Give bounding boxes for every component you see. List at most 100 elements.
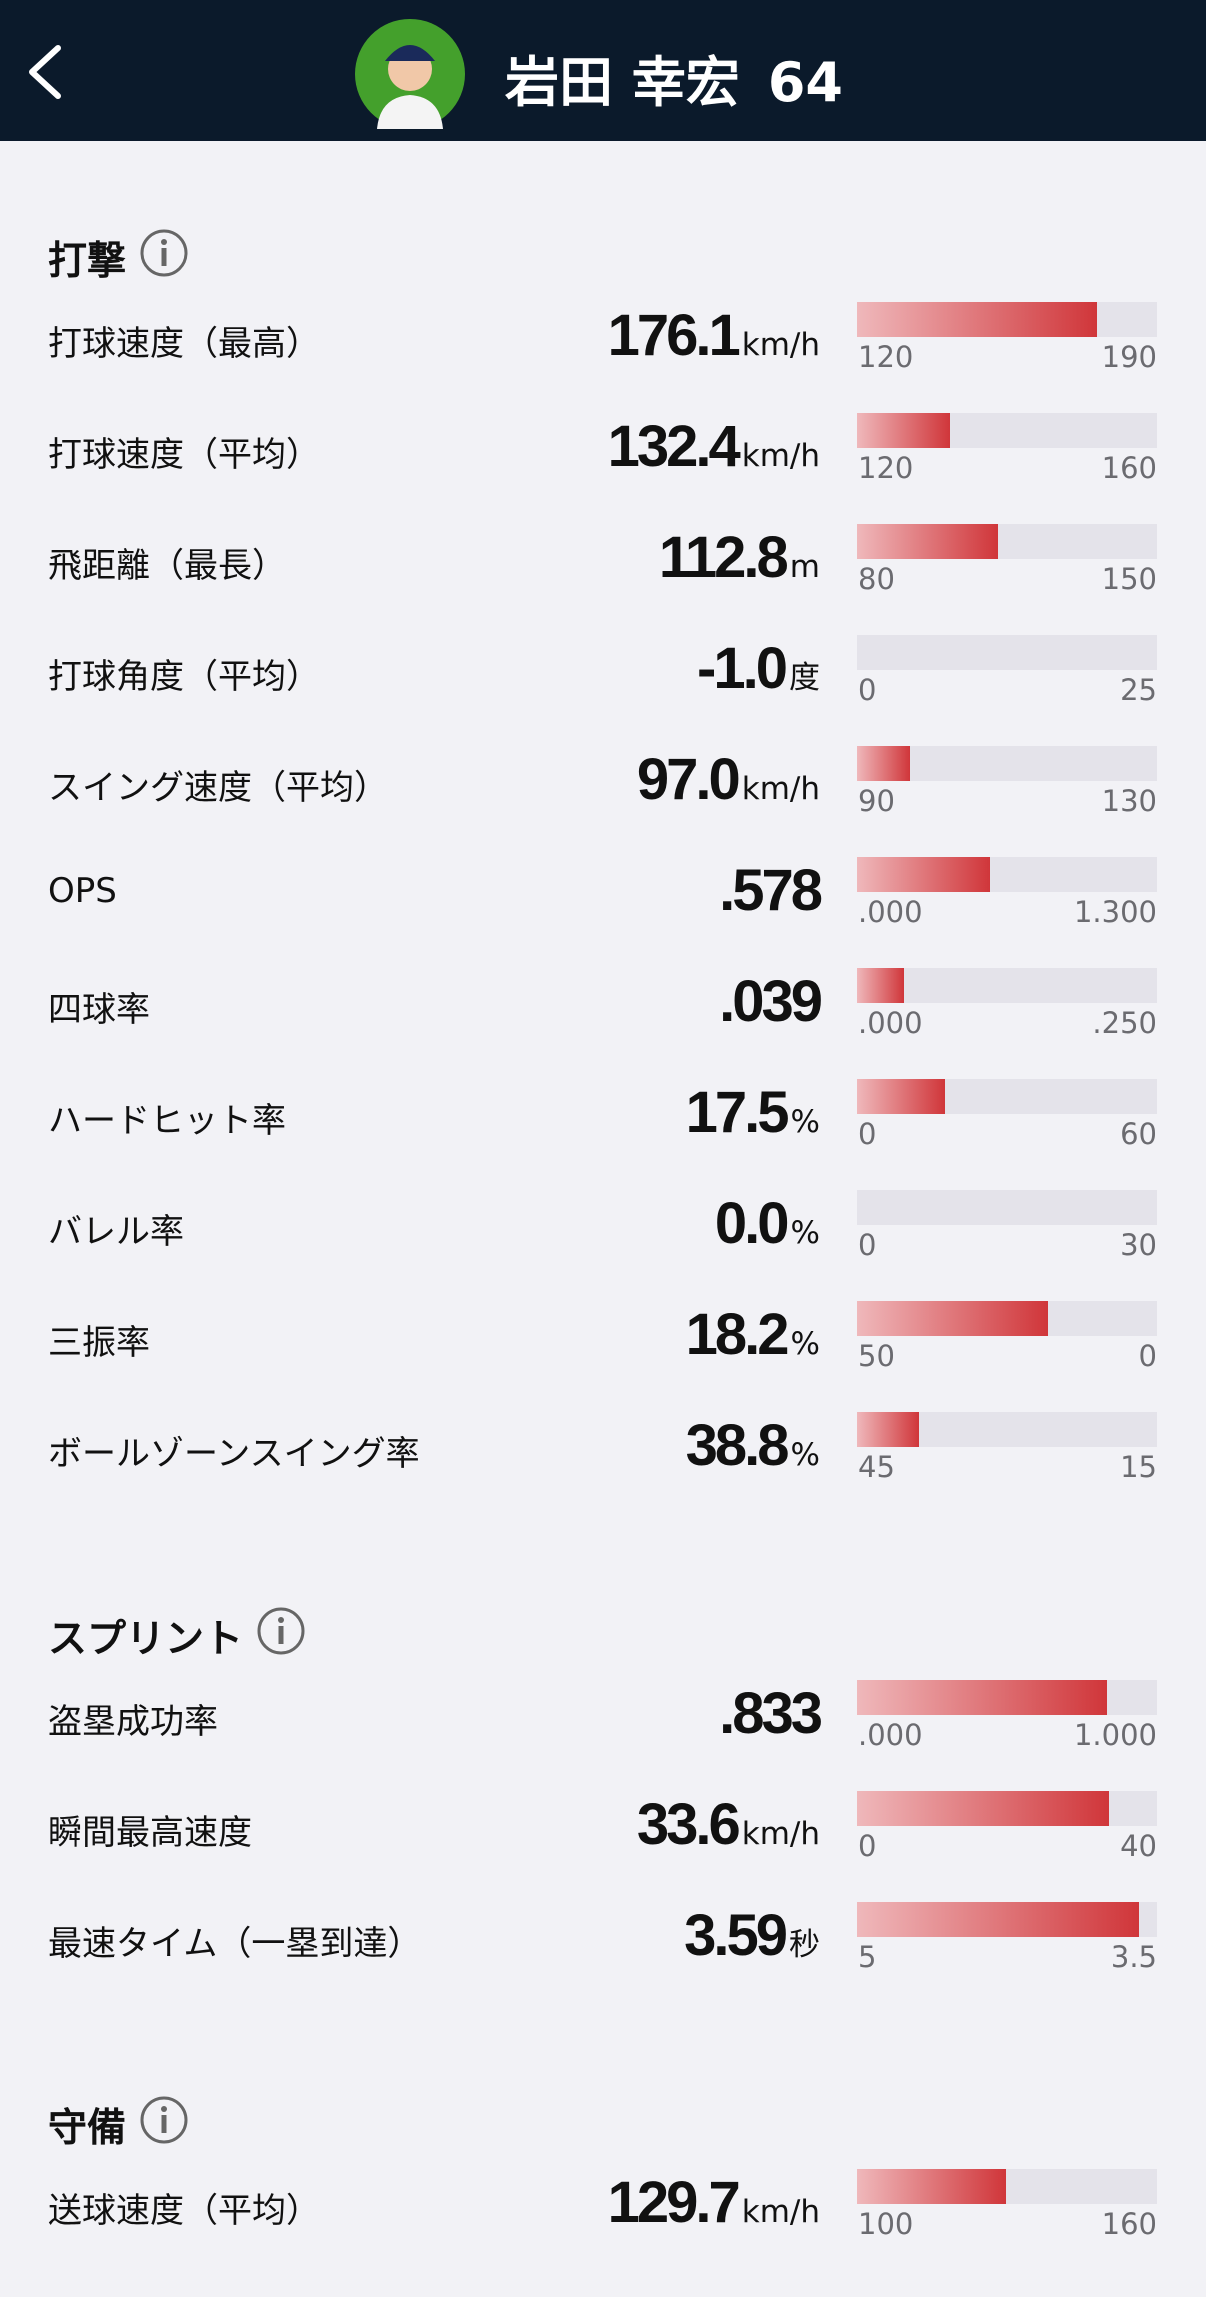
stat-value: 129.7 km/h — [608, 2169, 820, 2236]
value-number: 38.8 — [685, 1413, 790, 1478]
info-icon[interactable] — [138, 227, 190, 279]
value-number: .833 — [719, 1681, 823, 1746]
stat-value: 0.0% — [715, 1190, 820, 1257]
value-unit: % — [790, 1326, 820, 1362]
range-max: 160 — [1101, 2207, 1157, 2241]
bar-track — [857, 968, 1157, 1003]
section-title: 守備 — [48, 2106, 127, 2151]
stat-label: 打球角度（平均） — [48, 657, 320, 697]
bar-fill — [857, 746, 910, 781]
range-max: 190 — [1101, 340, 1157, 374]
section-title: スプリント — [48, 1617, 244, 1662]
value-unit: km/h — [741, 2194, 820, 2230]
stat-label: OPS — [48, 871, 117, 911]
info-icon[interactable] — [138, 2094, 190, 2146]
value-number: 176.1 — [607, 303, 741, 368]
value-number: -1.0 — [697, 636, 788, 701]
bar-track — [857, 524, 1157, 559]
bar-track — [857, 857, 1157, 892]
bar-track — [857, 413, 1157, 448]
bar-fill — [857, 1791, 1109, 1826]
range-max: .250 — [1092, 1006, 1157, 1040]
bar-fill — [857, 1301, 1048, 1336]
number: 64 — [767, 51, 843, 114]
stat-value: .039 — [719, 968, 823, 1035]
value-number: 129.7 — [607, 2170, 741, 2235]
bar-fill — [857, 1902, 1139, 1937]
stat-value: .578 — [719, 857, 823, 924]
range-min: 120 — [858, 451, 914, 485]
stat-value: 176.1 km/h — [608, 302, 820, 369]
range-min: 0 — [858, 1829, 877, 1863]
back-button[interactable] — [22, 42, 66, 102]
stat-value: 17.5% — [686, 1079, 820, 1146]
stat-value: 3.59 秒 — [684, 1902, 820, 1969]
stat-value: -1.0 度 — [697, 635, 820, 702]
bar-fill — [857, 968, 904, 1003]
bar-track — [857, 302, 1157, 337]
range-max: 15 — [1120, 1450, 1157, 1484]
range-min: 80 — [858, 562, 895, 596]
stat-label: スイング速度（平均） — [48, 768, 388, 808]
value-unit: km/h — [741, 771, 820, 807]
value-number: .578 — [719, 858, 823, 923]
bar-fill — [857, 302, 1098, 337]
bar-track — [857, 1791, 1157, 1826]
bar-fill — [857, 1680, 1107, 1715]
bar-fill — [857, 857, 991, 892]
range-max: 40 — [1120, 1829, 1157, 1863]
value-number: 33.6 — [636, 1792, 741, 1857]
stat-value: 38.8% — [686, 1412, 820, 1479]
range-min: .000 — [858, 1006, 923, 1040]
range-min: 0 — [858, 1228, 877, 1262]
bar-fill — [857, 1412, 919, 1447]
range-min: 120 — [858, 340, 914, 374]
range-max: 0 — [1138, 1339, 1157, 1373]
range-max: 160 — [1101, 451, 1157, 485]
bar-track — [857, 746, 1157, 781]
stat-value: 33.6 km/h — [637, 1791, 820, 1858]
stat-label: 四球率 — [48, 990, 150, 1030]
range-max: 150 — [1101, 562, 1157, 596]
range-min: .000 — [858, 1718, 923, 1752]
stat-label: 最速タイム（一塁到達） — [48, 1924, 422, 1964]
bar-track — [857, 635, 1157, 670]
bar-track — [857, 1680, 1157, 1715]
range-max: 25 — [1120, 673, 1157, 707]
bar-fill — [857, 1079, 945, 1114]
range-max: 1.300 — [1073, 895, 1157, 929]
bar-track — [857, 1301, 1157, 1336]
stat-value: 18.2% — [686, 1301, 820, 1368]
info-icon[interactable] — [255, 1605, 307, 1657]
stat-label: 打球速度（平均） — [48, 435, 320, 475]
stat-label: ハードヒット率 — [48, 1101, 286, 1141]
range-min: 5 — [858, 1940, 877, 1974]
range-min: 100 — [858, 2207, 914, 2241]
range-max: 30 — [1120, 1228, 1157, 1262]
value-number: 3.59 — [684, 1903, 788, 1968]
range-min: 45 — [858, 1450, 895, 1484]
stat-label: 飛距離（最長） — [48, 546, 286, 586]
section-title: 打撃 — [48, 239, 127, 284]
stat-label: 三振率 — [48, 1323, 150, 1363]
value-unit: 度 — [789, 660, 820, 696]
bar-track — [857, 2169, 1157, 2204]
stat-label: ボールゾーンスイング率 — [48, 1434, 420, 1474]
value-number: 132.4 — [607, 414, 741, 479]
player-name: 岩田 幸宏 64 — [505, 38, 843, 117]
value-number: 18.2 — [685, 1302, 790, 1367]
range-max: 1.000 — [1073, 1718, 1157, 1752]
stat-value: 132.4 km/h — [608, 413, 820, 480]
range-min: 50 — [858, 1339, 895, 1373]
value-number: 17.5 — [685, 1080, 790, 1145]
range-max: 60 — [1120, 1117, 1157, 1151]
avatar — [355, 19, 465, 129]
stat-label: 送球速度（平均） — [48, 2191, 320, 2231]
value-unit: km/h — [741, 438, 820, 474]
range-max: 3.5 — [1110, 1940, 1157, 1974]
header: 岩田 幸宏 64 — [0, 0, 1206, 141]
value-number: 0.0 — [714, 1191, 790, 1256]
value-unit: m — [789, 549, 820, 585]
bar-track — [857, 1079, 1157, 1114]
